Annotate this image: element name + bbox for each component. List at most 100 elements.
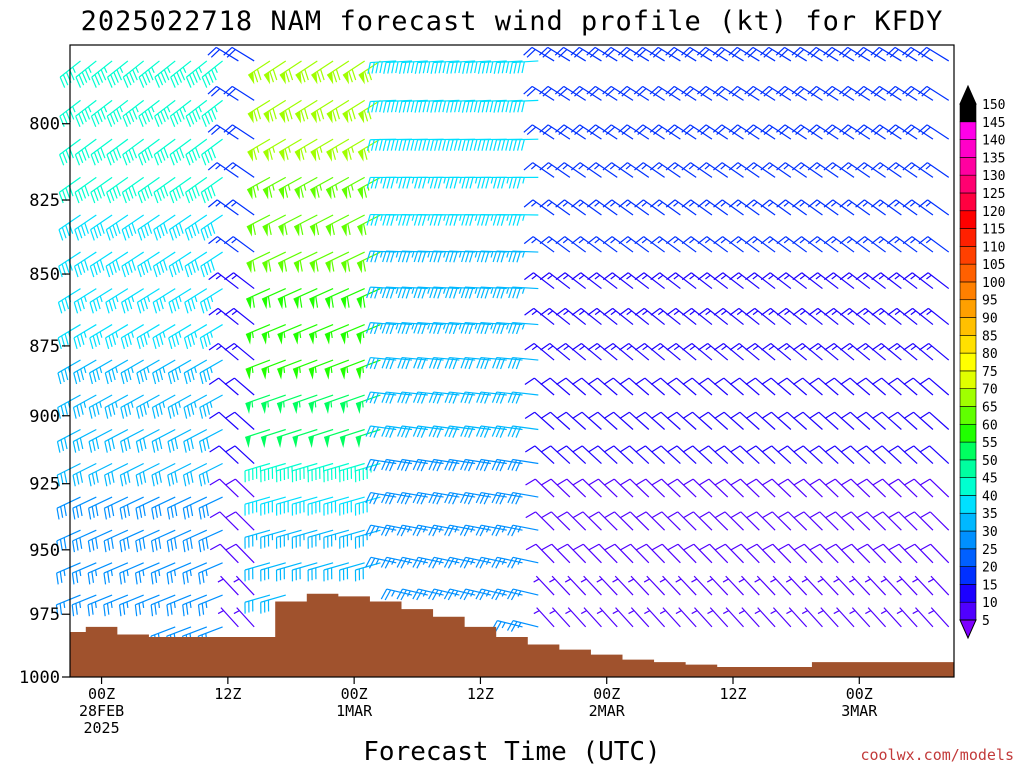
wind-barb xyxy=(291,462,318,483)
y-tick-label: 850 xyxy=(29,265,60,285)
wind-barb xyxy=(728,124,760,140)
wind-barb xyxy=(208,342,239,361)
wind-barb xyxy=(340,324,365,345)
wind-barb xyxy=(839,162,871,178)
wind-barb xyxy=(412,524,444,537)
wind-barb xyxy=(507,356,539,370)
wind-barb xyxy=(428,588,460,601)
wind-barb xyxy=(120,394,144,419)
wind-barb xyxy=(73,359,97,385)
wind-barb xyxy=(224,411,255,430)
terrain-fill xyxy=(70,593,954,677)
wind-barb xyxy=(888,543,918,564)
wind-barb xyxy=(523,162,555,178)
wind-barb xyxy=(475,458,507,472)
wind-barb xyxy=(714,511,744,531)
colorbar-bottom-arrow xyxy=(959,619,977,640)
wind-barb xyxy=(682,377,713,396)
wind-barb xyxy=(713,199,744,216)
wind-barb xyxy=(760,236,792,253)
wind-barb xyxy=(445,286,476,299)
wind-barb xyxy=(246,251,271,274)
wind-barb xyxy=(365,458,397,472)
wind-barb xyxy=(208,377,239,396)
wind-barb xyxy=(539,85,571,101)
wind-barb xyxy=(120,324,144,350)
y-axis: 800 825 850 875 900 925 950 975 1000 xyxy=(19,115,70,688)
colorbar-cell xyxy=(959,495,977,514)
wind-barb xyxy=(428,458,460,472)
wind-barb xyxy=(855,307,886,326)
wind-barb xyxy=(244,594,271,614)
wind-barb xyxy=(493,99,523,113)
wind-barb xyxy=(745,411,776,430)
wind-barb xyxy=(824,445,855,464)
wind-barb xyxy=(278,214,302,237)
colorbar-cell xyxy=(959,281,977,301)
wind-barb xyxy=(650,307,681,326)
wind-barb xyxy=(446,99,476,113)
wind-barb xyxy=(871,342,902,361)
wind-barb xyxy=(169,176,192,204)
wind-barb xyxy=(198,529,223,553)
wind-barb xyxy=(649,46,681,62)
colorbar-label: 70 xyxy=(982,383,998,398)
wind-barb xyxy=(580,607,602,628)
wind-barb xyxy=(824,342,855,361)
wind-barb xyxy=(634,307,665,326)
wind-barb xyxy=(185,138,208,166)
wind-barb xyxy=(398,99,428,113)
wind-barb xyxy=(339,562,365,582)
wind-barb xyxy=(380,588,413,601)
wind-barb xyxy=(587,307,618,326)
wind-barb xyxy=(729,236,760,253)
wind-barb xyxy=(279,60,302,85)
wind-barb xyxy=(792,307,823,326)
wind-barb xyxy=(887,342,918,361)
wind-barb xyxy=(381,322,413,335)
y-tick-label: 900 xyxy=(29,407,60,427)
wind-barb xyxy=(681,124,713,140)
wind-barb xyxy=(246,214,271,237)
wind-barb xyxy=(651,411,681,430)
wind-barb xyxy=(118,594,144,617)
wind-barb xyxy=(856,377,886,396)
wind-barb xyxy=(525,478,555,498)
wind-barb xyxy=(122,60,145,88)
wind-barb xyxy=(397,322,428,335)
x-tick-label: 12Z xyxy=(467,685,494,703)
wind-barb xyxy=(310,138,334,162)
wind-barb xyxy=(340,359,365,380)
wind-barb xyxy=(201,138,223,166)
wind-barb xyxy=(793,411,823,430)
wind-barb xyxy=(793,445,823,464)
wind-barb xyxy=(446,60,476,74)
wind-barb xyxy=(612,575,634,596)
wind-barb xyxy=(775,46,807,62)
wind-barbs xyxy=(55,46,950,648)
wind-barb xyxy=(887,411,918,430)
wind-barb xyxy=(198,562,223,585)
wind-barb xyxy=(381,491,413,505)
wind-barb xyxy=(121,288,144,314)
wind-barb xyxy=(245,324,271,345)
wind-barb xyxy=(650,342,681,361)
colorbar-label: 15 xyxy=(982,578,998,593)
wind-barb xyxy=(523,85,555,101)
wind-barb xyxy=(634,162,665,178)
wind-barb xyxy=(697,124,729,140)
wind-barb xyxy=(443,588,476,601)
wind-barb xyxy=(634,272,665,290)
y-tick-label: 975 xyxy=(29,605,60,625)
y-tick-label: 925 xyxy=(29,475,60,495)
wind-barb xyxy=(602,236,634,253)
wind-barb xyxy=(871,236,902,253)
wind-barb xyxy=(183,428,208,453)
wind-barb xyxy=(698,478,729,498)
wind-barb xyxy=(225,511,255,531)
wind-barb xyxy=(902,46,934,62)
wind-barb xyxy=(730,543,760,564)
wind-barb xyxy=(90,176,113,204)
wind-barb xyxy=(134,562,160,585)
colorbar-cell xyxy=(959,139,977,158)
